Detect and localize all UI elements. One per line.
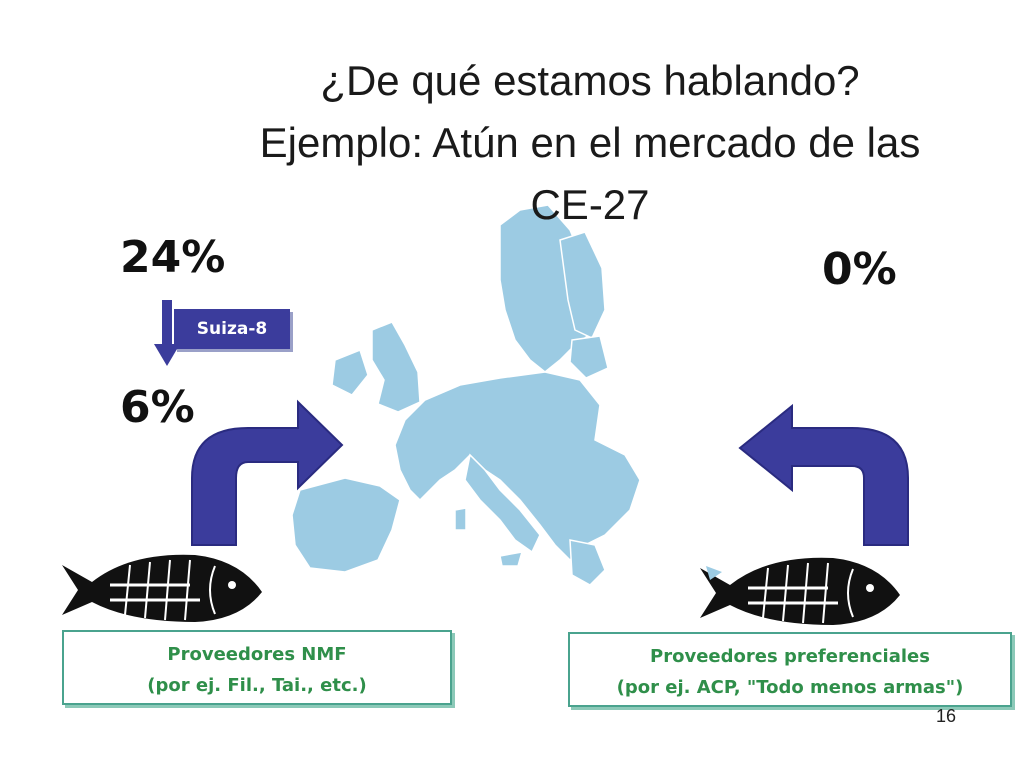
reduction-formula-badge: Suiza-8 bbox=[174, 309, 290, 349]
title-line-2: Ejemplo: Atún en el mercado de las bbox=[259, 119, 921, 166]
preferential-suppliers-box: Proveedores preferenciales (por ej. ACP,… bbox=[568, 632, 1012, 707]
curved-arrow-right bbox=[191, 399, 344, 546]
tariff-after-label: 6% bbox=[120, 382, 195, 433]
eu-map bbox=[291, 204, 641, 586]
tariff-preferential-label: 0% bbox=[822, 244, 897, 295]
title-line-1: ¿De qué estamos hablando? bbox=[320, 57, 860, 104]
slide-title: ¿De qué estamos hablando? Ejemplo: Atún … bbox=[150, 50, 1024, 236]
preferential-suppliers-title: Proveedores preferenciales bbox=[650, 646, 930, 667]
page-number: 16 bbox=[936, 706, 957, 726]
fish-icon bbox=[700, 557, 900, 625]
preferential-suppliers-examples: (por ej. ACP, "Todo menos armas") bbox=[616, 677, 964, 698]
nmf-suppliers-box: Proveedores NMF (por ej. Fil., Tai., etc… bbox=[62, 630, 452, 705]
title-line-3: CE-27 bbox=[530, 181, 650, 228]
nmf-suppliers-examples: (por ej. Fil., Tai., etc.) bbox=[147, 675, 367, 696]
fish-icon bbox=[62, 554, 262, 622]
tariff-before-label: 24% bbox=[120, 232, 226, 283]
nmf-suppliers-title: Proveedores NMF bbox=[167, 644, 347, 665]
down-arrow-icon bbox=[154, 300, 180, 366]
curved-arrow-left bbox=[738, 403, 909, 546]
